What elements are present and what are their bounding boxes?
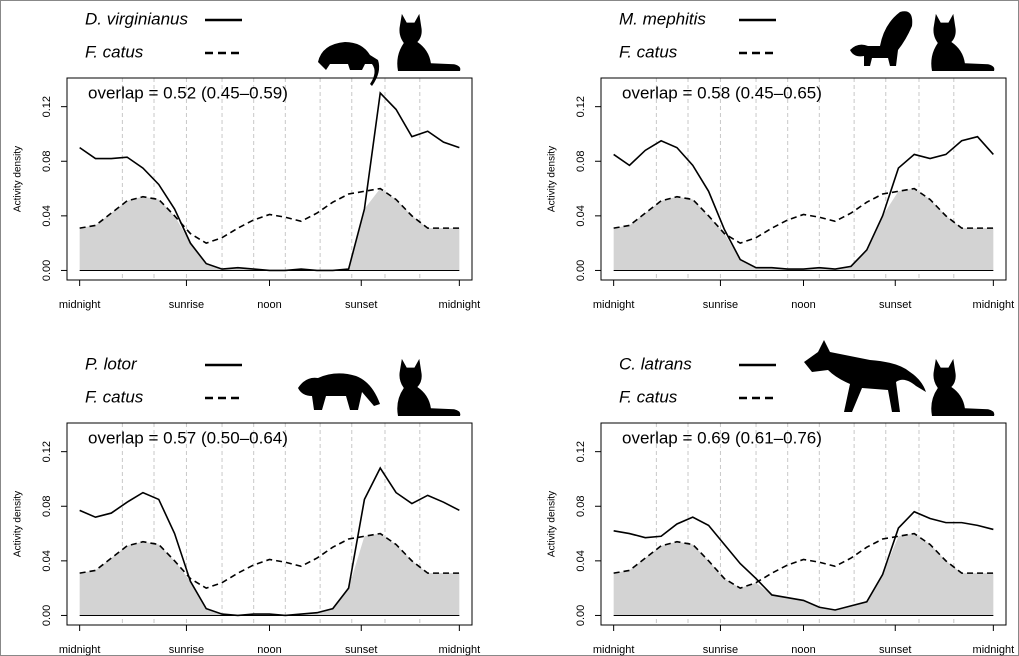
y-tick-label: 0.00 bbox=[575, 260, 587, 281]
silhouettes bbox=[298, 11, 995, 417]
x-tick-label: sunset bbox=[345, 299, 377, 311]
y-axis-label: Activity density bbox=[13, 146, 24, 212]
legend-label: M. mephitis bbox=[619, 9, 706, 28]
density-line bbox=[613, 532, 994, 590]
y-tick-label: 0.08 bbox=[575, 151, 587, 172]
x-tick-label: midnight bbox=[973, 299, 1015, 311]
overlap-annotation: overlap = 0.58 (0.45–0.65) bbox=[622, 83, 822, 102]
density-line bbox=[613, 187, 994, 245]
y-tick-label: 0.12 bbox=[575, 441, 587, 462]
coyote-icon bbox=[804, 340, 926, 412]
legend-label: D. virginianus bbox=[85, 9, 188, 28]
opossum-icon bbox=[318, 42, 380, 86]
cat-icon bbox=[397, 358, 461, 417]
density-line bbox=[79, 91, 460, 272]
legend-label: C. latrans bbox=[619, 354, 692, 373]
x-tick-label: noon bbox=[791, 299, 815, 311]
y-tick-label: 0.08 bbox=[575, 496, 587, 517]
overlap-annotation: overlap = 0.69 (0.61–0.76) bbox=[622, 428, 822, 447]
panel: C. latrans F. catus midnight sunrise noon sun… bbox=[547, 354, 1014, 655]
y-axis-label: Activity density bbox=[547, 491, 558, 557]
cat-icon bbox=[397, 13, 461, 72]
y-tick-label: 0.08 bbox=[41, 496, 53, 517]
y-tick-label: 0.04 bbox=[41, 205, 53, 226]
x-tick-label: noon bbox=[791, 644, 815, 656]
y-tick-label: 0.12 bbox=[575, 96, 587, 117]
overlap-area bbox=[613, 188, 994, 271]
x-tick-label: sunset bbox=[345, 644, 377, 656]
legend-label: P. lotor bbox=[85, 354, 138, 373]
overlap-area bbox=[613, 533, 994, 616]
panel: D. virginianus F. catus midnight sunrise noo… bbox=[13, 9, 480, 310]
x-tick-label: noon bbox=[257, 644, 281, 656]
x-tick-label: midnight bbox=[59, 299, 101, 311]
overlap-area bbox=[79, 533, 460, 616]
x-tick-label: midnight bbox=[593, 299, 635, 311]
y-tick-label: 0.00 bbox=[41, 260, 53, 281]
density-line bbox=[79, 466, 460, 617]
y-tick-label: 0.12 bbox=[41, 441, 53, 462]
y-axis-label: Activity density bbox=[547, 146, 558, 212]
overlap-annotation: overlap = 0.57 (0.50–0.64) bbox=[88, 428, 288, 447]
x-tick-label: sunrise bbox=[169, 644, 204, 656]
legend-label: F. catus bbox=[619, 387, 678, 406]
y-axis-label: Activity density bbox=[13, 491, 24, 557]
overlap-area bbox=[79, 188, 460, 271]
x-tick-label: sunrise bbox=[169, 299, 204, 311]
density-line bbox=[79, 187, 460, 245]
y-tick-label: 0.00 bbox=[41, 605, 53, 626]
y-tick-label: 0.04 bbox=[575, 205, 587, 226]
legend-label: F. catus bbox=[619, 42, 678, 61]
x-tick-label: midnight bbox=[59, 644, 101, 656]
density-line bbox=[613, 135, 994, 270]
x-tick-label: midnight bbox=[973, 644, 1015, 656]
skunk-icon bbox=[850, 11, 913, 66]
legend-label: F. catus bbox=[85, 387, 144, 406]
x-tick-label: midnight bbox=[439, 299, 481, 311]
y-tick-label: 0.08 bbox=[41, 151, 53, 172]
y-tick-label: 0.04 bbox=[575, 550, 587, 571]
cat-icon bbox=[931, 358, 995, 417]
legend-label: F. catus bbox=[85, 42, 144, 61]
x-tick-label: midnight bbox=[593, 644, 635, 656]
x-tick-label: noon bbox=[257, 299, 281, 311]
panel: M. mephitis F. catus midnight sunrise noon su… bbox=[547, 9, 1014, 310]
y-tick-label: 0.12 bbox=[41, 96, 53, 117]
y-tick-label: 0.00 bbox=[575, 605, 587, 626]
cat-icon bbox=[931, 13, 995, 72]
y-tick-label: 0.04 bbox=[41, 550, 53, 571]
density-line bbox=[613, 510, 994, 611]
density-line bbox=[79, 532, 460, 590]
x-tick-label: sunrise bbox=[703, 644, 738, 656]
x-tick-label: sunset bbox=[879, 299, 911, 311]
x-tick-label: sunset bbox=[879, 644, 911, 656]
overlap-annotation: overlap = 0.52 (0.45–0.59) bbox=[88, 83, 288, 102]
panel: P. lotor F. catus midnight sunrise noon sunse… bbox=[13, 354, 480, 655]
raccoon-icon bbox=[298, 373, 380, 410]
x-tick-label: midnight bbox=[439, 644, 481, 656]
x-tick-label: sunrise bbox=[703, 299, 738, 311]
